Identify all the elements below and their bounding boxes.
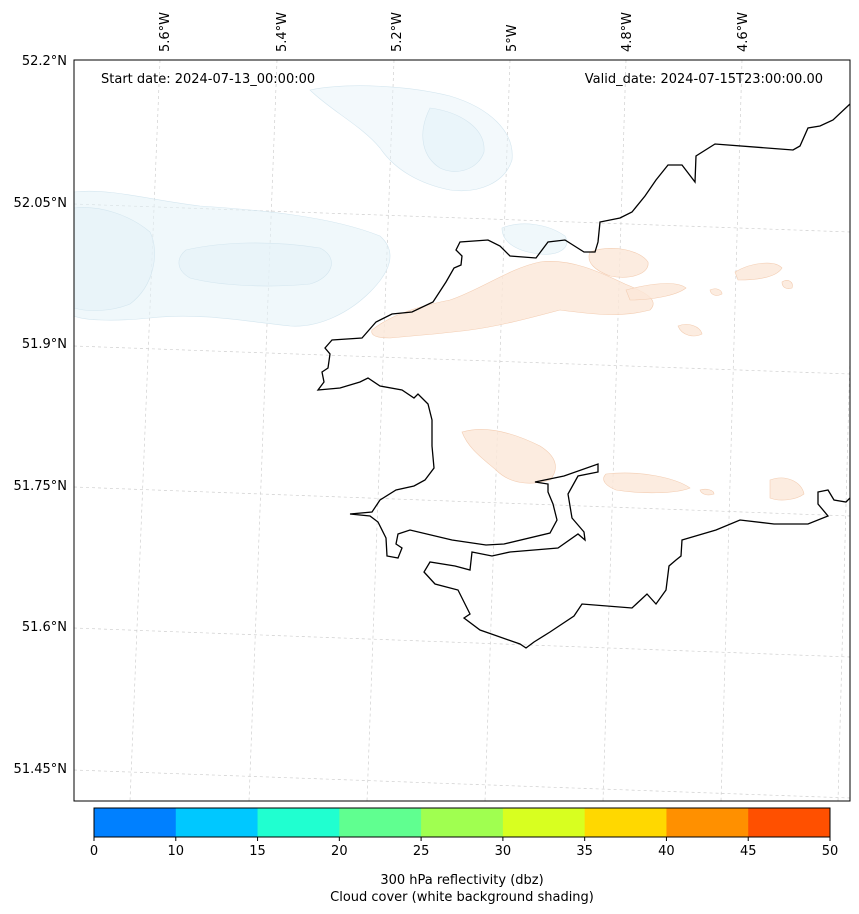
colorbar-segment xyxy=(94,808,177,837)
refl-cell-se-3 xyxy=(699,488,715,496)
colorbar-tick-label: 10 xyxy=(168,844,185,859)
valid-date-label: Valid_date: 2024-07-15T23:00:00.00 xyxy=(585,72,823,87)
coastline xyxy=(316,103,850,649)
lat-label-51.75n: 51.75°N xyxy=(14,479,67,494)
colorbar-tick-label: 45 xyxy=(740,844,757,859)
meridian-5.2w xyxy=(366,60,395,801)
parallel-51.75n xyxy=(74,486,850,517)
refl-cell-small-2 xyxy=(709,288,723,296)
colorbar-tick-label: 50 xyxy=(822,844,839,859)
colorbar-segment xyxy=(175,808,259,837)
cloud-patch-north-core xyxy=(422,107,485,172)
colorbar-label-line1: 300 hPa reflectivity (dbz) xyxy=(380,873,543,888)
refl-cell-ne xyxy=(625,283,687,301)
colorbar-tick-label: 0 xyxy=(90,844,98,859)
cloud-patch-mid xyxy=(501,223,567,255)
colorbar-tick-label: 30 xyxy=(495,844,512,859)
lon-label-5.4w: 5.4°W xyxy=(275,12,290,52)
start-date-label: Start date: 2024-07-13_00:00:00 xyxy=(101,72,315,87)
longitude-labels: 5.6°W 5.4°W 5.2°W 5°W 4.8°W 4.6°W xyxy=(158,12,751,52)
lat-label-52.05n: 52.05°N xyxy=(14,196,67,211)
colorbar-segment xyxy=(666,808,749,837)
latitude-labels: 52.2°N 52.05°N 51.9°N 51.75°N 51.6°N 51.… xyxy=(14,54,67,777)
lat-label-51.9n: 51.9°N xyxy=(22,337,67,352)
refl-cell-south-east xyxy=(603,472,691,494)
lon-label-4.8w: 4.8°W xyxy=(620,12,635,52)
colorbar: 0 10 15 20 25 30 35 40 45 50 xyxy=(90,807,839,859)
colorbar-tick-label: 15 xyxy=(249,844,266,859)
colorbar-segment xyxy=(584,808,667,837)
refl-cell-east xyxy=(588,248,649,278)
refl-band-main xyxy=(371,261,654,339)
colorbar-segment xyxy=(502,808,586,837)
refl-cell-far-east xyxy=(734,262,783,281)
meridian-4.8w xyxy=(602,60,627,801)
colorbar-segment xyxy=(257,808,340,837)
parallel-51.6n xyxy=(74,627,850,658)
meridian-4.4w xyxy=(837,343,850,801)
colorbar-tick-label: 35 xyxy=(576,844,593,859)
meridian-5.4w xyxy=(248,60,278,801)
coast-north-pembrokeshire xyxy=(316,103,850,649)
cloud-patch-west-inner xyxy=(178,242,332,287)
lon-label-5.2w: 5.2°W xyxy=(390,12,405,52)
lat-label-51.45n: 51.45°N xyxy=(14,762,67,777)
lat-label-52.2n: 52.2°N xyxy=(22,54,67,69)
meridian-5.6w xyxy=(129,60,161,801)
refl-cell-small-3 xyxy=(781,280,793,289)
lon-label-4.6w: 4.6°W xyxy=(736,12,751,52)
lon-label-5.6w: 5.6°W xyxy=(158,12,173,52)
colorbar-tick-label: 40 xyxy=(658,844,675,859)
graticule xyxy=(74,60,850,801)
meridian-4.6w xyxy=(720,60,743,801)
colorbar-segment xyxy=(339,808,422,837)
lon-label-5w: 5°W xyxy=(505,24,520,52)
colorbar-frame xyxy=(93,807,831,838)
colorbar-tick-label: 25 xyxy=(413,844,430,859)
cloud-cover-shading xyxy=(74,85,567,327)
refl-cell-se-2 xyxy=(769,477,805,501)
colorbar-segment xyxy=(748,808,831,837)
colorbar-tick-label: 20 xyxy=(331,844,348,859)
map-area xyxy=(74,60,850,801)
reflectivity-contours xyxy=(371,248,805,501)
colorbar-label-line2: Cloud cover (white background shading) xyxy=(330,890,594,905)
colorbar-segment xyxy=(421,808,504,837)
cloud-patch-west-core xyxy=(74,207,155,311)
refl-cell-small-1 xyxy=(677,324,703,337)
parallel-51.45n xyxy=(74,769,850,799)
refl-band-south xyxy=(461,429,556,484)
lat-label-51.6n: 51.6°N xyxy=(22,620,67,635)
map-frame xyxy=(73,59,851,802)
